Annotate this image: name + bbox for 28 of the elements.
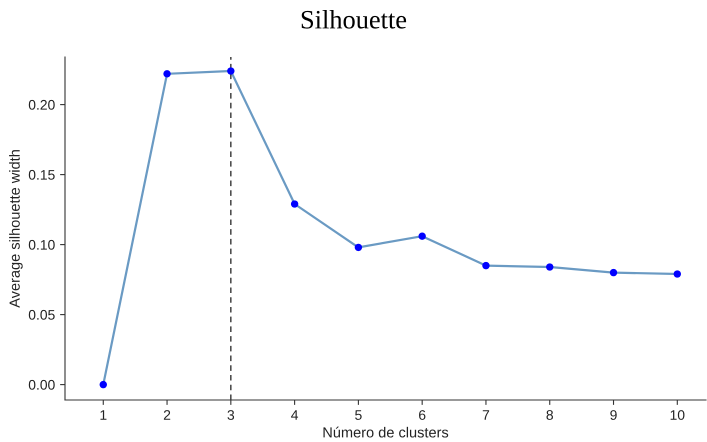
x-tick-label: 5	[355, 410, 362, 420]
x-tick-label: 7	[482, 410, 490, 420]
point	[227, 67, 235, 75]
x-tick-label: 4	[291, 410, 298, 420]
x-tick-label: 9	[610, 410, 617, 420]
y-tick-label: 0.00	[28, 380, 55, 390]
point	[674, 270, 681, 278]
point	[546, 263, 554, 271]
x-tick-label: 1	[100, 410, 106, 420]
x-tick-label: 8	[546, 410, 553, 420]
point	[482, 262, 490, 270]
y-tick-label: 0.15	[28, 170, 55, 180]
y-axis-title: Average silhouette width	[9, 150, 23, 308]
x-tick-label: 2	[164, 410, 170, 420]
x-tick-label: 10	[670, 410, 684, 420]
point	[100, 380, 107, 388]
point	[418, 232, 426, 240]
point	[290, 200, 298, 208]
point	[163, 70, 171, 78]
point	[610, 268, 618, 276]
x-tick-label: 3	[228, 410, 234, 420]
point	[354, 244, 362, 252]
chart-title: Silhouette	[302, 10, 406, 29]
y-tick-label: 0.05	[28, 310, 55, 320]
x-axis-title: Número de clusters	[323, 426, 448, 438]
y-tick-label: 0.20	[28, 100, 55, 110]
y-tick-label: 0.10	[28, 240, 55, 250]
x-tick-label: 6	[419, 410, 426, 420]
